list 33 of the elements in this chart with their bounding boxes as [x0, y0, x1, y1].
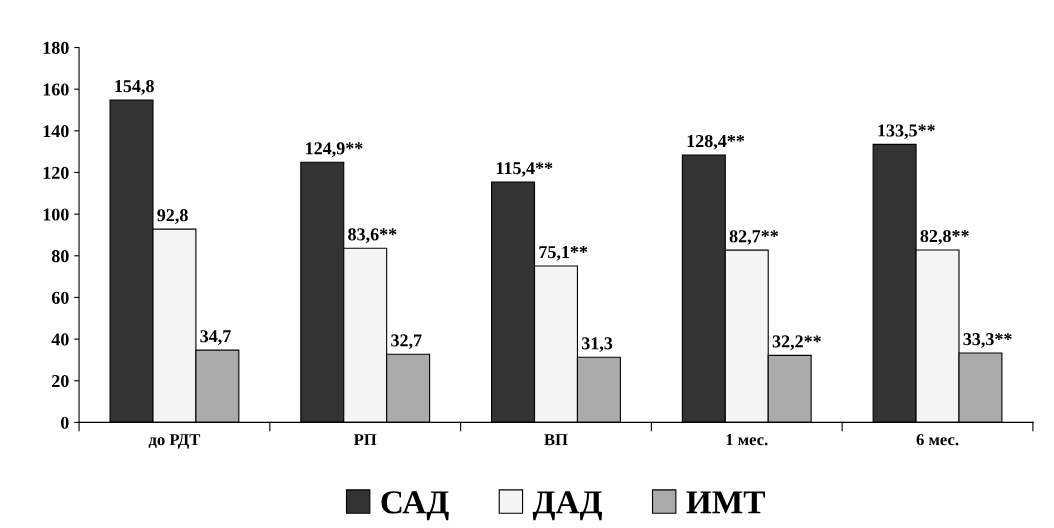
y-tick-label: 100	[43, 208, 69, 221]
data-label: 31,3	[581, 337, 613, 352]
x-tick-label: до РДТ	[148, 434, 201, 449]
data-label: 92,8	[157, 209, 188, 224]
data-label: 83,6**	[348, 228, 397, 244]
data-label: 33,3**	[963, 333, 1012, 348]
data-label: 82,7**	[729, 230, 779, 245]
data-label: 32,7	[391, 334, 422, 350]
data-label: 82,8**	[920, 229, 969, 245]
legend-label: ИМТ	[686, 491, 765, 514]
legend-label: САД	[381, 491, 449, 521]
data-label: 154,8	[115, 79, 154, 95]
data-label: 32,2**	[772, 335, 821, 351]
y-tick-label: 180	[43, 41, 69, 54]
y-tick-label: 20	[52, 375, 69, 388]
y-tick-label: 80	[51, 250, 69, 263]
data-label: 128,4**	[687, 134, 745, 150]
legend-label: ДАД	[532, 491, 603, 521]
y-tick-label: 0	[60, 416, 69, 429]
x-tick-label: ВП	[544, 434, 568, 446]
y-tick-label: 40	[51, 333, 69, 346]
y-tick-label: 140	[43, 125, 69, 138]
y-tick-label: 60	[51, 291, 69, 304]
x-tick-label: 1 мес.	[726, 434, 768, 446]
x-tick-label: 6 мес.	[916, 434, 959, 446]
data-label: 34,7	[200, 330, 231, 345]
y-tick-label: 160	[43, 83, 69, 96]
x-tick-label: РП	[353, 434, 377, 446]
data-label: 115,4**	[496, 162, 553, 177]
data-label: 133,5**	[878, 124, 935, 140]
y-tick-label: 120	[43, 166, 69, 179]
data-label: 124,9**	[306, 142, 363, 158]
data-label: 75,1**	[539, 246, 588, 261]
